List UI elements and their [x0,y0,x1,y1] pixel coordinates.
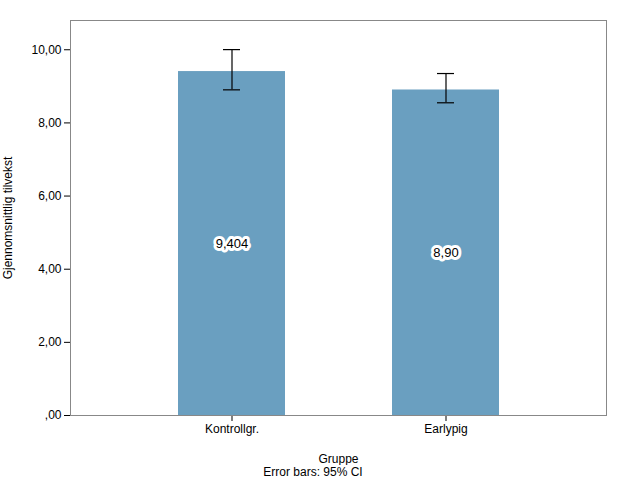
svg-text:8,00: 8,00 [38,116,62,130]
svg-text:Earlypig: Earlypig [424,422,467,436]
svg-text:Kontrollgr.: Kontrollgr. [205,422,259,436]
svg-text:Gjennomsnittlig tilvekst: Gjennomsnittlig tilvekst [1,156,15,279]
svg-text:8,90: 8,90 [433,245,458,260]
svg-text:4,00: 4,00 [38,262,62,276]
html-text:Error bars: 95% CI: Error bars: 95% CI [263,465,363,479]
svg-text:,00: ,00 [45,408,62,422]
svg-text:Gruppe: Gruppe [318,452,358,466]
svg-text:10,00: 10,00 [31,43,61,57]
svg-text:6,00: 6,00 [38,189,62,203]
svg-text:2,00: 2,00 [38,335,62,349]
svg-text:9,404: 9,404 [216,236,249,251]
